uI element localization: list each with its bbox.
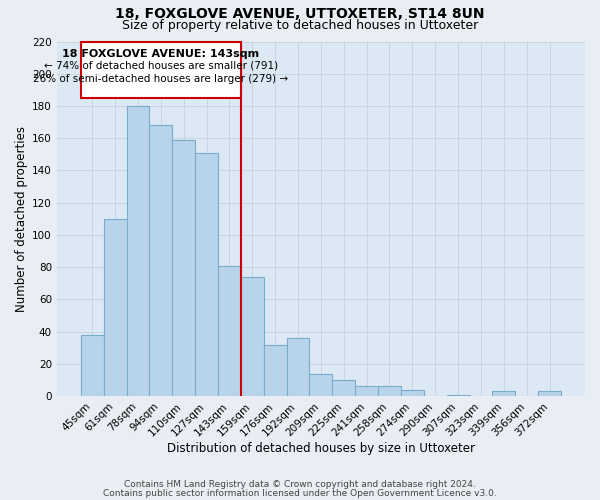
- Bar: [127, 106, 149, 396]
- Bar: [493, 392, 515, 396]
- Bar: [310, 374, 332, 396]
- Bar: [378, 386, 401, 396]
- Text: ← 74% of detached houses are smaller (791): ← 74% of detached houses are smaller (79…: [44, 61, 278, 71]
- Text: Size of property relative to detached houses in Uttoxeter: Size of property relative to detached ho…: [122, 18, 478, 32]
- Bar: [218, 266, 241, 396]
- Bar: [195, 152, 218, 396]
- Text: Contains HM Land Registry data © Crown copyright and database right 2024.: Contains HM Land Registry data © Crown c…: [124, 480, 476, 489]
- Bar: [538, 392, 561, 396]
- Bar: [355, 386, 378, 396]
- Bar: [401, 390, 424, 396]
- Bar: [172, 140, 195, 396]
- Text: 18 FOXGLOVE AVENUE: 143sqm: 18 FOXGLOVE AVENUE: 143sqm: [62, 49, 259, 59]
- Bar: [446, 394, 470, 396]
- Bar: [104, 219, 127, 396]
- Text: Contains public sector information licensed under the Open Government Licence v3: Contains public sector information licen…: [103, 488, 497, 498]
- Text: 18, FOXGLOVE AVENUE, UTTOXETER, ST14 8UN: 18, FOXGLOVE AVENUE, UTTOXETER, ST14 8UN: [115, 8, 485, 22]
- Y-axis label: Number of detached properties: Number of detached properties: [15, 126, 28, 312]
- Text: 26% of semi-detached houses are larger (279) →: 26% of semi-detached houses are larger (…: [33, 74, 289, 84]
- Bar: [264, 344, 287, 396]
- Bar: [81, 335, 104, 396]
- Bar: [332, 380, 355, 396]
- FancyBboxPatch shape: [81, 42, 241, 98]
- Bar: [287, 338, 310, 396]
- Bar: [241, 277, 264, 396]
- Bar: [149, 126, 172, 396]
- X-axis label: Distribution of detached houses by size in Uttoxeter: Distribution of detached houses by size …: [167, 442, 475, 455]
